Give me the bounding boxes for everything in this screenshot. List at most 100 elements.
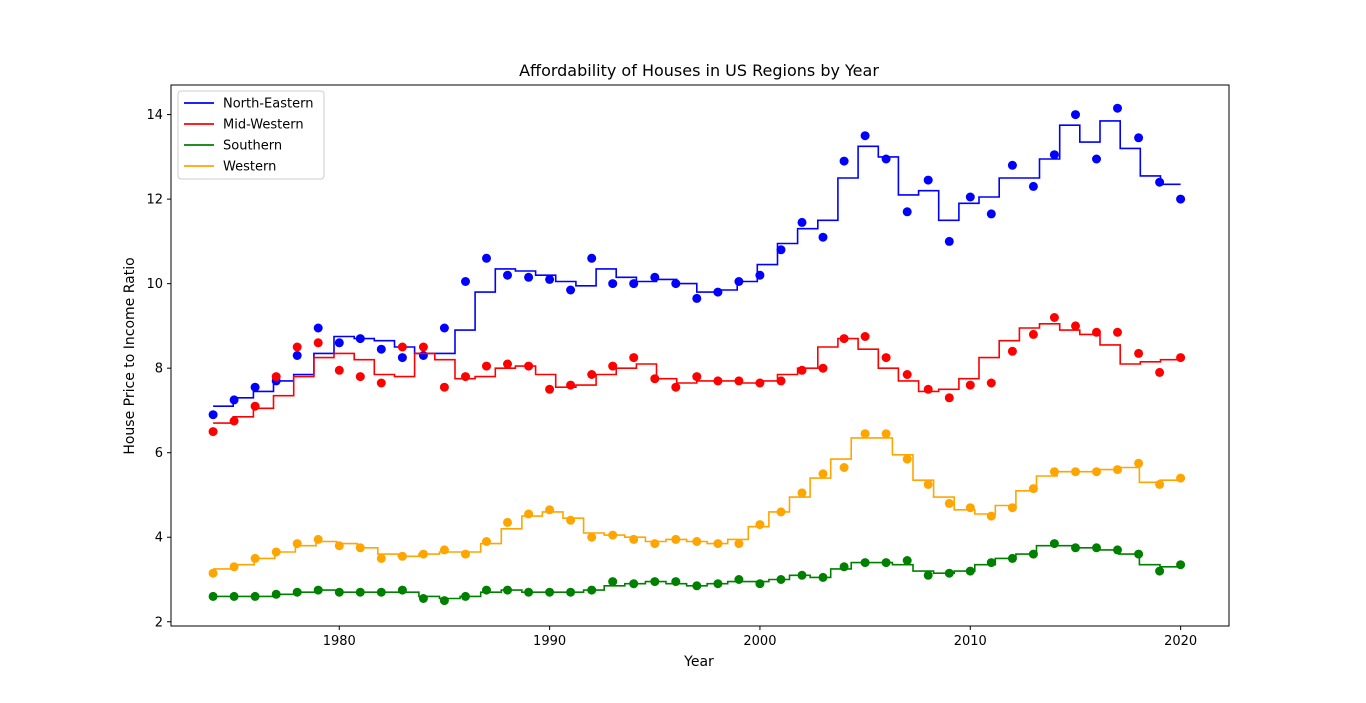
mid-western-point [923, 384, 933, 394]
x-tick-label: 2020 [1164, 634, 1197, 649]
north-eastern-point [376, 344, 386, 354]
western-point [1007, 503, 1017, 513]
mid-western-point [461, 372, 470, 382]
north-eastern-point [755, 270, 765, 280]
southern-point [503, 585, 512, 595]
mid-western-point [503, 359, 512, 369]
x-tick-label: 2010 [954, 634, 987, 649]
north-eastern-point [1176, 194, 1186, 204]
legend-label-north-eastern: North-Eastern [223, 97, 313, 112]
mid-western-point [1071, 321, 1080, 331]
north-eastern-point [355, 334, 365, 344]
north-eastern-point [208, 410, 218, 420]
mid-western-point [944, 393, 954, 403]
western-point [671, 534, 681, 544]
southern-point [986, 558, 996, 568]
north-eastern-point [692, 293, 702, 303]
western-point [313, 534, 323, 544]
western-point [524, 509, 534, 519]
western-point [797, 488, 807, 498]
western-point [923, 479, 933, 489]
western-point [1113, 465, 1122, 475]
western-point [839, 463, 849, 472]
western-point [944, 498, 954, 508]
north-eastern-point [524, 272, 534, 282]
mid-western-point [292, 342, 302, 352]
mid-western-point [250, 401, 260, 411]
southern-point [418, 594, 428, 603]
mid-western-point [818, 363, 828, 373]
western-point [986, 511, 996, 521]
western-point [1176, 473, 1186, 483]
southern-point [271, 589, 281, 599]
southern-point [229, 591, 239, 601]
north-eastern-point [650, 272, 660, 282]
mid-western-point [650, 374, 660, 384]
north-eastern-point [608, 279, 618, 289]
western-point [503, 517, 512, 527]
western-point [755, 520, 765, 530]
north-eastern-point [1007, 160, 1017, 170]
north-eastern-point [776, 245, 786, 255]
western-point [587, 532, 597, 542]
north-eastern-point [229, 395, 239, 405]
southern-point [818, 572, 828, 582]
southern-point [250, 591, 260, 601]
mid-western-point [482, 361, 491, 371]
north-eastern-point [734, 277, 744, 286]
north-eastern-point [334, 338, 344, 348]
southern-point [776, 575, 786, 584]
western-point [692, 537, 702, 546]
southern-point [461, 591, 470, 601]
mid-western-point [439, 382, 449, 392]
southern-point [608, 577, 618, 587]
north-eastern-point [713, 287, 723, 297]
southern-point [1071, 543, 1080, 553]
north-eastern-point [881, 154, 891, 164]
southern-point [755, 579, 765, 589]
southern-point [566, 587, 576, 597]
north-eastern-point [986, 209, 996, 219]
north-eastern-point [944, 236, 954, 246]
x-tick-label: 1980 [323, 634, 356, 649]
mid-western-point [797, 365, 807, 375]
north-eastern-point [1028, 181, 1038, 191]
north-eastern-point [797, 217, 807, 227]
southern-point [944, 568, 954, 578]
western-point [439, 545, 449, 555]
mid-western-point [418, 342, 428, 352]
western-point [902, 454, 912, 464]
western-point [965, 503, 975, 513]
southern-point [860, 558, 870, 568]
legend-frame [177, 90, 325, 180]
southern-point [839, 562, 849, 572]
x-tick-label: 1990 [533, 634, 566, 649]
legend-label-southern: Southern [223, 139, 282, 154]
chart-title: Affordability of Houses in US Regions by… [519, 61, 879, 80]
southern-point [1113, 545, 1122, 555]
mid-western-point [1007, 346, 1017, 356]
southern-point [797, 570, 807, 580]
y-axis-label: House Price to Income Ratio [122, 257, 138, 454]
mid-western-point [566, 380, 576, 390]
western-point [818, 469, 828, 479]
north-eastern-point [1049, 150, 1059, 160]
mid-western-point [397, 342, 407, 352]
y-tick-label: 14 [146, 108, 163, 123]
mid-western-point [1113, 327, 1122, 337]
mid-western-point [776, 376, 786, 386]
north-eastern-point [1113, 103, 1122, 113]
southern-point [313, 585, 323, 595]
western-point [482, 537, 491, 546]
southern-point [208, 591, 218, 601]
western-point [629, 534, 639, 544]
north-eastern-point [566, 285, 576, 295]
y-tick-label: 12 [146, 193, 163, 208]
legend-label-mid-western: Mid-Western [223, 118, 304, 133]
north-eastern-point [671, 279, 681, 289]
western-point [860, 429, 870, 439]
north-eastern-point [1071, 110, 1080, 120]
mid-western-point [902, 370, 912, 379]
southern-point [292, 587, 302, 597]
north-eastern-point [902, 207, 912, 217]
